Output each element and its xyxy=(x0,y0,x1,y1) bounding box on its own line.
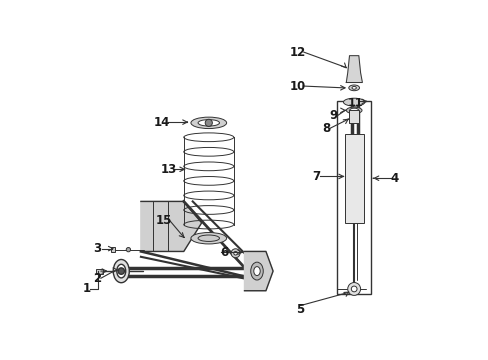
Ellipse shape xyxy=(190,233,226,244)
Circle shape xyxy=(205,119,212,126)
Text: 13: 13 xyxy=(161,163,177,176)
Text: 1: 1 xyxy=(82,283,90,296)
Bar xyxy=(344,134,364,223)
Bar xyxy=(337,102,370,294)
Polygon shape xyxy=(244,251,272,291)
Ellipse shape xyxy=(190,117,226,129)
Ellipse shape xyxy=(233,251,237,255)
Text: 7: 7 xyxy=(311,170,319,183)
Ellipse shape xyxy=(253,267,260,275)
Ellipse shape xyxy=(343,98,364,106)
Ellipse shape xyxy=(198,120,219,126)
Text: 15: 15 xyxy=(156,213,172,226)
Ellipse shape xyxy=(349,108,358,112)
Bar xyxy=(96,269,102,274)
Ellipse shape xyxy=(346,107,361,113)
Text: 12: 12 xyxy=(289,46,305,59)
Circle shape xyxy=(350,286,356,292)
Text: 5: 5 xyxy=(295,303,304,316)
Ellipse shape xyxy=(198,235,219,242)
Polygon shape xyxy=(141,202,201,251)
Circle shape xyxy=(347,283,360,296)
Bar xyxy=(110,247,115,252)
Text: 4: 4 xyxy=(389,172,398,185)
Ellipse shape xyxy=(117,264,125,278)
Text: 9: 9 xyxy=(328,109,337,122)
Polygon shape xyxy=(346,56,362,82)
Ellipse shape xyxy=(231,249,240,258)
Text: 2: 2 xyxy=(93,272,101,285)
Ellipse shape xyxy=(250,262,263,280)
Ellipse shape xyxy=(348,85,359,91)
Text: 6: 6 xyxy=(220,246,228,258)
Circle shape xyxy=(118,268,124,274)
Circle shape xyxy=(126,248,130,252)
Ellipse shape xyxy=(351,86,356,89)
Bar xyxy=(348,111,358,123)
Text: 8: 8 xyxy=(321,122,329,135)
Text: 10: 10 xyxy=(289,80,305,93)
Text: 11: 11 xyxy=(347,98,362,108)
Text: 3: 3 xyxy=(93,242,101,255)
Text: 14: 14 xyxy=(153,116,169,129)
Ellipse shape xyxy=(113,260,129,283)
